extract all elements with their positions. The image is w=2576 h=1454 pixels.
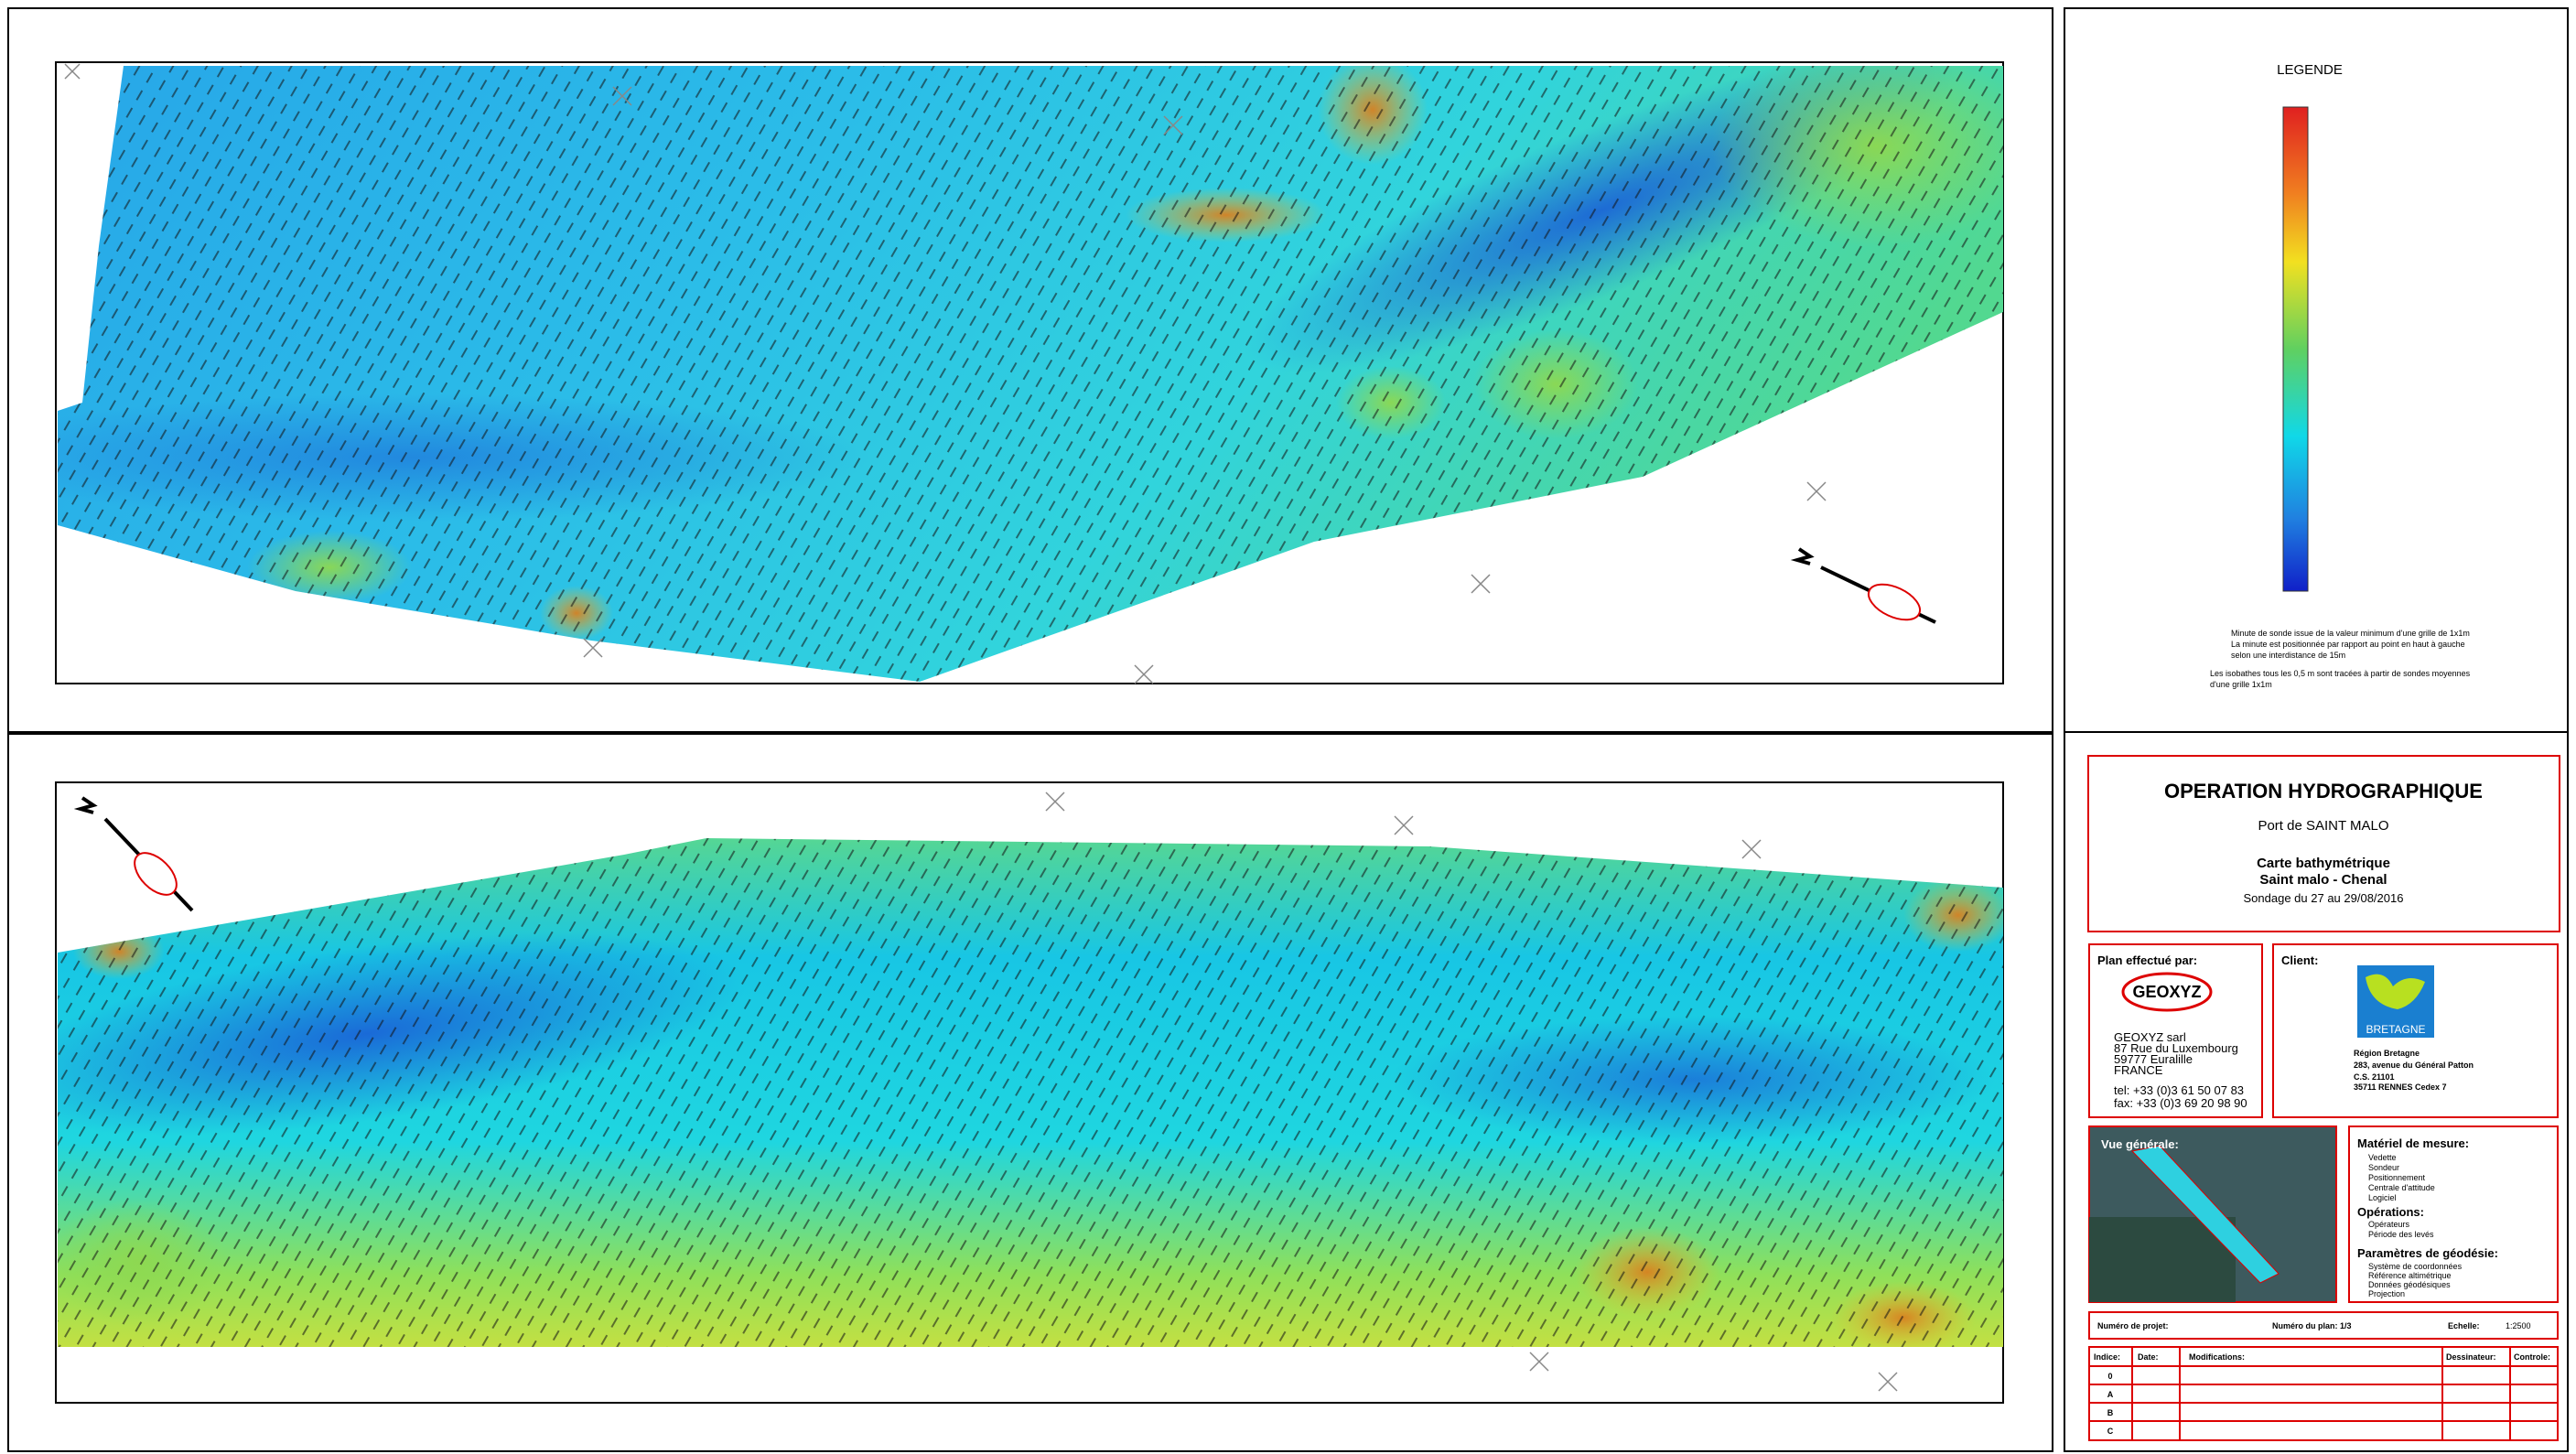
equipment-rows: Vedette Sondeur Positionnement Centrale …	[2368, 1153, 2435, 1202]
address-line: tel: +33 (0)3 61 50 07 83	[2114, 1083, 2244, 1097]
equipment-row: Sondeur	[2368, 1163, 2399, 1172]
geodesy-row: Référence altimétrique	[2368, 1271, 2452, 1280]
equipment-heading: Matériel de mesure:	[2357, 1136, 2469, 1150]
revision-index: B	[2107, 1408, 2114, 1417]
legend-note: La minute est positionnée par rapport au…	[2231, 640, 2465, 649]
table-header: Controle:	[2514, 1352, 2550, 1362]
legend-title: LEGENDE	[2277, 62, 2343, 78]
client-logo: BRETAGNE	[2366, 1023, 2425, 1036]
equipment-row: Centrale d'attitude	[2368, 1183, 2435, 1192]
legend-note: d'une grille 1x1m	[2210, 680, 2272, 689]
north-arrow	[1797, 549, 1935, 627]
table-header: Dessinateur:	[2446, 1352, 2496, 1362]
operations-row: Opérateurs	[2368, 1220, 2410, 1229]
chart-name: Carte bathymétrique	[2257, 856, 2390, 871]
legend-note: Les isobathes tous les 0,5 m sont tracée…	[2210, 669, 2471, 678]
address-line: 35711 RENNES Cedex 7	[2354, 1082, 2447, 1092]
plan-address: GEOXYZ sarl 87 Rue du Luxembourg 59777 E…	[2114, 1030, 2247, 1110]
scale-label: Echelle:	[2448, 1321, 2480, 1330]
bottom-bathymetry	[0, 824, 2013, 1354]
operations-heading: Opérations:	[2357, 1205, 2424, 1219]
client-heading: Client:	[2281, 953, 2318, 967]
revision-index: C	[2107, 1427, 2114, 1436]
north-arrow	[81, 798, 192, 910]
legend-note: selon une interdistance de 15m	[2231, 651, 2345, 660]
port: Port de SAINT MALO	[2258, 818, 2388, 834]
address-line: C.S. 21101	[2354, 1072, 2395, 1082]
overview-heading: Vue générale:	[2101, 1137, 2179, 1151]
equipment-row: Vedette	[2368, 1153, 2397, 1162]
survey-dates: Sondage du 27 au 29/08/2016	[2244, 891, 2404, 905]
geodesy-row: Données géodésiques	[2368, 1280, 2451, 1289]
equipment-row: Logiciel	[2368, 1193, 2397, 1202]
revision-index: 0	[2107, 1372, 2112, 1381]
geodesy-row: Système de coordonnées	[2368, 1262, 2463, 1271]
revision-index: A	[2107, 1390, 2114, 1399]
color-bar	[2283, 107, 2308, 591]
drawing-sheet: LEGENDE Minute de sonde issue de la vale…	[0, 0, 2576, 1454]
table-header: Indice:	[2094, 1352, 2120, 1362]
address-line: Région Bretagne	[2354, 1049, 2420, 1058]
area: Saint malo - Chenal	[2259, 872, 2387, 888]
address-line: FRANCE	[2114, 1063, 2163, 1077]
revision-headers: Indice: Date: Modifications: Dessinateur…	[2094, 1352, 2550, 1362]
title: OPERATION HYDROGRAPHIQUE	[2164, 780, 2483, 802]
client-address: Région Bretagne 283, avenue du Général P…	[2354, 1049, 2474, 1092]
address-line: fax: +33 (0)3 69 20 98 90	[2114, 1096, 2247, 1110]
project-number: Numéro de projet:	[2097, 1321, 2169, 1330]
legend-note: Minute de sonde issue de la valeur minim…	[2231, 629, 2470, 638]
scale: 1:2500	[2506, 1321, 2531, 1330]
top-bathymetry	[0, 0, 2041, 695]
geodesy-rows: Système de coordonnées Référence altimét…	[2368, 1262, 2463, 1298]
plan-logo: GEOXYZ	[2132, 983, 2201, 1001]
plan-number: Numéro du plan: 1/3	[2272, 1321, 2352, 1330]
geodesy-heading: Paramètres de géodésie:	[2357, 1246, 2498, 1260]
address-line: 283, avenue du Général Patton	[2354, 1061, 2474, 1070]
equipment-row: Positionnement	[2368, 1173, 2426, 1182]
table-header: Modifications:	[2189, 1352, 2245, 1362]
plan-heading: Plan effectué par:	[2097, 953, 2197, 967]
geodesy-row: Projection	[2368, 1289, 2405, 1298]
operations-row: Période des levés	[2368, 1230, 2434, 1239]
legend-notes: Minute de sonde issue de la valeur minim…	[2210, 629, 2471, 689]
table-header: Date:	[2138, 1352, 2159, 1362]
